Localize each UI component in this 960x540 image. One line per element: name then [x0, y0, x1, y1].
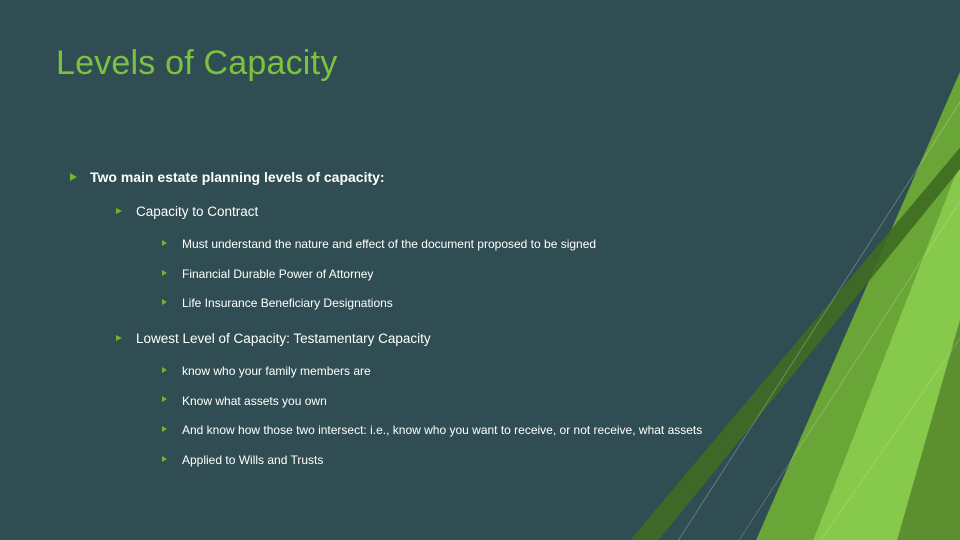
list-item: Two main estate planning levels of capac…	[70, 168, 860, 468]
list-item-label: And know how those two intersect: i.e., …	[182, 423, 702, 437]
list-item-label: Capacity to Contract	[136, 204, 258, 219]
bullet-list-lvl2: Capacity to Contract Must understand the…	[116, 203, 860, 468]
list-item-label: know who your family members are	[182, 364, 371, 378]
list-item: Lowest Level of Capacity: Testamentary C…	[116, 330, 860, 468]
slide: Levels of Capacity Two main estate plann…	[0, 0, 960, 540]
list-item: Applied to Wills and Trusts	[162, 451, 860, 469]
list-item-label: Lowest Level of Capacity: Testamentary C…	[136, 331, 431, 346]
list-item-label: Must understand the nature and effect of…	[182, 237, 596, 251]
list-item: And know how those two intersect: i.e., …	[162, 421, 860, 439]
list-item: Life Insurance Beneficiary Designations	[162, 294, 860, 312]
list-item: know who your family members are	[162, 362, 860, 380]
slide-title: Levels of Capacity	[56, 44, 337, 83]
list-item: Must understand the nature and effect of…	[162, 235, 860, 253]
slide-body: Two main estate planning levels of capac…	[70, 168, 860, 486]
list-item-label: Financial Durable Power of Attorney	[182, 267, 373, 281]
bullet-list-lvl3: know who your family members are Know wh…	[162, 362, 860, 468]
list-item-label: Applied to Wills and Trusts	[182, 453, 323, 467]
list-item-label: Life Insurance Beneficiary Designations	[182, 296, 393, 310]
list-item: Know what assets you own	[162, 392, 860, 410]
list-item-label: Two main estate planning levels of capac…	[90, 169, 385, 185]
list-item: Capacity to Contract Must understand the…	[116, 203, 860, 312]
list-item-label: Know what assets you own	[182, 394, 327, 408]
bullet-list-lvl1: Two main estate planning levels of capac…	[70, 168, 860, 468]
list-item: Financial Durable Power of Attorney	[162, 265, 860, 283]
bullet-list-lvl3: Must understand the nature and effect of…	[162, 235, 860, 312]
